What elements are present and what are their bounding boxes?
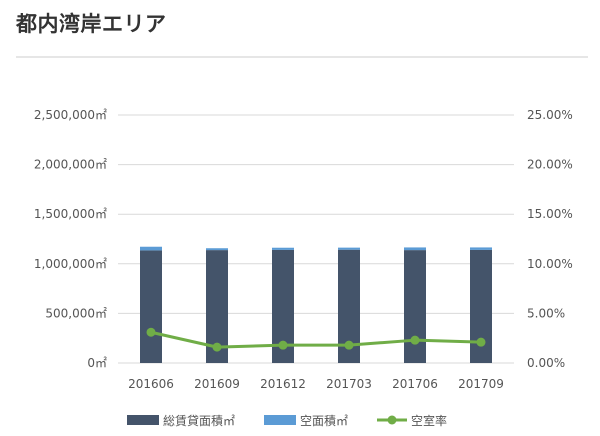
bar-vacant-area [338, 247, 360, 250]
bar-total-floor-area [206, 250, 228, 363]
bar-vacant-area [272, 247, 294, 250]
y-right-tick-label: 25.00% [527, 108, 573, 122]
vacancy-rate-point [212, 342, 222, 352]
bar-vacant-area [140, 246, 162, 251]
page-title: 都内湾岸エリア [16, 12, 167, 36]
bar-vacant-area [470, 247, 492, 250]
bar-vacant-area [206, 248, 228, 251]
y-left-tick-label: 1,500,000㎡ [34, 207, 107, 221]
title-divider [16, 56, 588, 58]
y-left-tick-label: 500,000㎡ [45, 306, 107, 320]
x-tick-label: 201609 [194, 377, 240, 391]
vacancy-rate-point [278, 340, 288, 350]
bar-total-floor-area [470, 249, 492, 363]
bar-total-floor-area [404, 250, 426, 363]
legend-swatch-vacant-area [264, 415, 296, 425]
y-right-tick-label: 10.00% [527, 257, 573, 271]
y-left-tick-label: 2,500,000㎡ [34, 108, 107, 122]
legend-label: 空室率 [411, 413, 447, 428]
x-tick-label: 201709 [458, 377, 504, 391]
y-right-tick-label: 20.00% [527, 158, 573, 172]
bar-vacant-area [404, 247, 426, 251]
y-left-tick-label: 0㎡ [87, 356, 107, 370]
y-left-tick-label: 1,000,000㎡ [34, 257, 107, 271]
vacancy-rate-point [344, 340, 354, 350]
bar-total-floor-area [338, 249, 360, 363]
bar-total-floor-area [140, 250, 162, 363]
y-right-tick-label: 0.00% [527, 356, 565, 370]
vacancy-rate-point [476, 337, 486, 347]
x-tick-label: 201706 [392, 377, 438, 391]
bar-total-floor-area [272, 249, 294, 363]
x-tick-label: 201703 [326, 377, 372, 391]
legend-label: 空面積㎡ [300, 413, 348, 428]
vacancy-rate-point [146, 327, 156, 337]
y-right-tick-label: 15.00% [527, 207, 573, 221]
legend-swatch-total-floor-area [127, 415, 159, 425]
y-right-tick-label: 5.00% [527, 306, 565, 320]
legend-label: 総賃貸面積㎡ [163, 413, 235, 428]
x-tick-label: 201612 [260, 377, 306, 391]
x-tick-label: 201606 [128, 377, 174, 391]
vacancy-rate-point [410, 335, 420, 345]
legend-swatch-vacancy-rate-marker [387, 415, 397, 425]
vacancy-rate-line [150, 330, 482, 349]
y-left-tick-label: 2,000,000㎡ [34, 158, 107, 172]
